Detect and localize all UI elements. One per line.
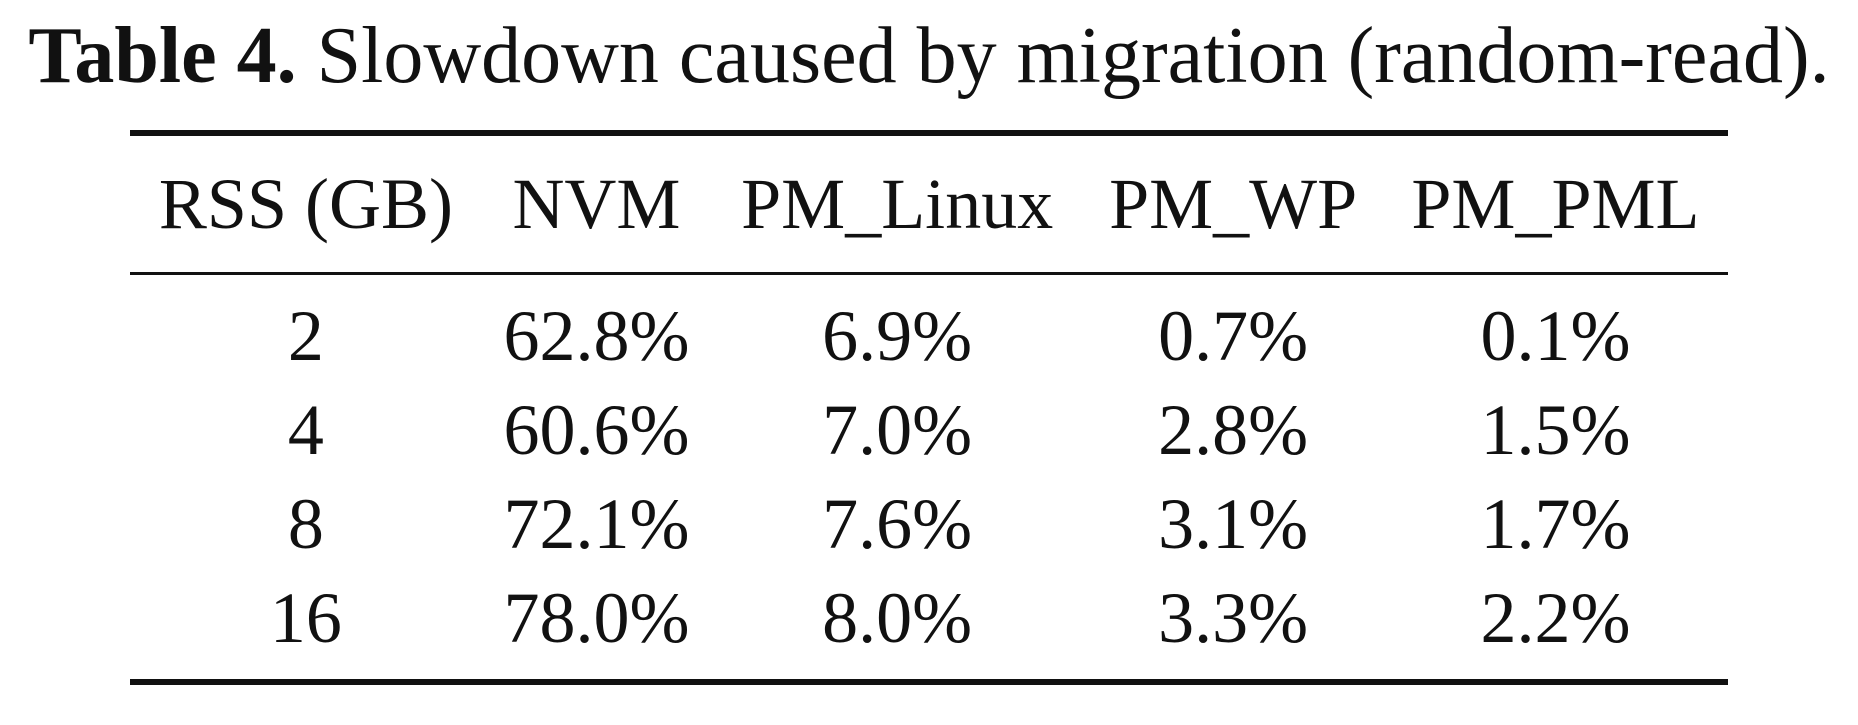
cell-nvm: 72.1% (503, 483, 690, 564)
cell-pm-pml: 2.2% (1480, 577, 1631, 658)
table-row: 2 62.8% 6.9% 0.7% 0.1% (130, 274, 1728, 384)
cell-pm-linux: 7.0% (822, 389, 973, 470)
cell-rss: 4 (287, 389, 324, 470)
results-table: RSS (GB) NVM PM_Linux PM_WP PM_PML 2 62.… (130, 130, 1728, 685)
cell-pm-wp: 3.1% (1158, 483, 1309, 564)
cell-pm-pml: 0.1% (1480, 295, 1631, 376)
header-pm-wp: PM_WP (1109, 163, 1358, 244)
cell-pm-linux: 6.9% (822, 295, 973, 376)
cell-rss: 8 (287, 483, 324, 564)
table-caption: Table 4. Slowdown caused by migration (r… (0, 6, 1858, 106)
table-row: 8 72.1% 7.6% 3.1% 1.7% (130, 477, 1728, 571)
cell-nvm: 78.0% (503, 577, 690, 658)
cell-pm-pml: 1.7% (1480, 483, 1631, 564)
cell-rss: 2 (287, 295, 324, 376)
cell-nvm: 60.6% (503, 389, 690, 470)
table-row: 4 60.6% 7.0% 2.8% 1.5% (130, 383, 1728, 477)
header-nvm: NVM (512, 163, 681, 244)
cell-rss: 16 (269, 577, 342, 658)
cell-pm-wp: 3.3% (1158, 577, 1309, 658)
caption-label: Table 4. (28, 12, 297, 100)
cell-nvm: 62.8% (503, 295, 690, 376)
cell-pm-linux: 7.6% (822, 483, 973, 564)
cell-pm-wp: 0.7% (1158, 295, 1309, 376)
cell-pm-wp: 2.8% (1158, 389, 1309, 470)
cell-pm-pml: 1.5% (1480, 389, 1631, 470)
header-pm-linux: PM_Linux (741, 163, 1054, 244)
header-row: RSS (GB) NVM PM_Linux PM_WP PM_PML (130, 133, 1728, 274)
cell-pm-linux: 8.0% (822, 577, 973, 658)
caption-text: Slowdown caused by migration (random-rea… (316, 12, 1830, 100)
results-table-container: RSS (GB) NVM PM_Linux PM_WP PM_PML 2 62.… (130, 130, 1728, 685)
table-row: 16 78.0% 8.0% 3.3% 2.2% (130, 571, 1728, 682)
header-rss: RSS (GB) (158, 163, 453, 244)
header-pm-pml: PM_PML (1411, 163, 1700, 244)
